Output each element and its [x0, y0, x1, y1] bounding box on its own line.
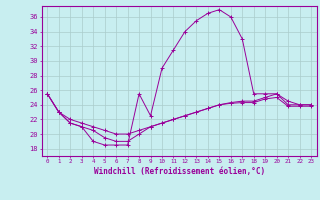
X-axis label: Windchill (Refroidissement éolien,°C): Windchill (Refroidissement éolien,°C) — [94, 167, 265, 176]
